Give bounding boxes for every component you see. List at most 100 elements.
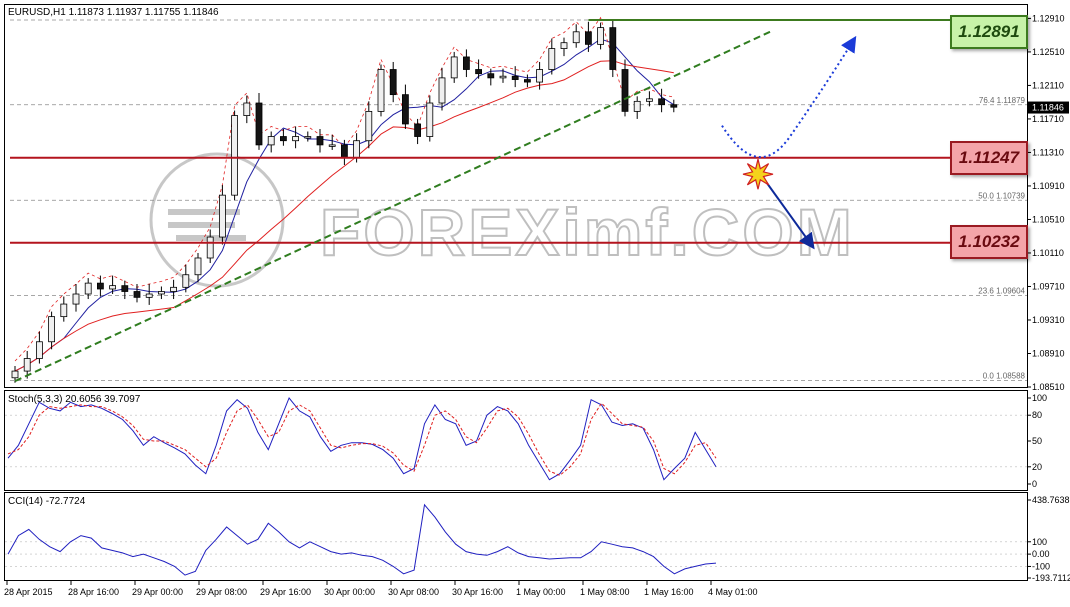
candle-body [353,140,361,158]
projection-arrows [721,35,857,250]
price-tick-label: 1.10510 [1032,214,1065,224]
price-tick-label: 1.09710 [1032,281,1065,291]
candle-body [182,274,190,288]
candle-body [365,110,373,142]
stoch-panel [4,390,1028,491]
candle-body [279,136,287,142]
price-tick-label: 1.08910 [1032,348,1065,358]
time-tick-label: 4 May 01:00 [708,587,758,597]
fib-label: 23.6 1.09604 [978,286,1025,295]
candle-body [475,69,483,75]
stoch-tick-label: 100 [1032,393,1047,403]
candle-body [304,136,312,139]
time-axis: 28 Apr 2015 28 Apr 16:00 29 Apr 00:00 29 Ap… [4,581,758,597]
candle-body [609,27,617,70]
candle-body [48,316,55,343]
price-tick-label: 1.08510 [1032,382,1065,392]
price-tick-label: 1.12110 [1032,80,1064,90]
time-tick-label: 1 May 08:00 [580,587,630,597]
level-box-1: 1.12891 [950,15,1028,49]
candle-body [60,303,68,318]
trendlines [14,30,771,383]
candle-body [633,100,641,112]
candle-body [328,144,336,147]
candle-body [462,56,470,70]
candle-body [97,282,104,290]
candle-body [670,104,678,108]
candle-body [450,56,458,79]
candle-body [401,94,409,125]
candle-body [524,79,531,83]
price-tick-label: 1.11710 [1032,114,1064,124]
fib-label: 0.0 1.08588 [983,371,1026,380]
candle-body [487,73,495,79]
level-box-2: 1.11247 [950,141,1028,175]
current-price-box [1028,101,1069,114]
price-axis: 1.12910 1.12510 1.12110 1.11710 1.11310 1.109… [1027,13,1069,392]
stoch-title: Stoch(5,3,3) 20.6056 39.7097 [8,394,141,405]
fib-label: 76.4 1.11879 [979,96,1026,105]
time-tick-label: 28 Apr 16:00 [68,587,119,597]
price-tick-label: 1.10910 [1032,181,1065,191]
cci-tick-label: 438.7638 [1032,495,1070,505]
candle-body [585,31,592,45]
stoch-tick-label: 80 [1032,410,1042,420]
candle-body [218,194,226,238]
cci-tick-label: 0.00 [1032,549,1050,559]
stoch-main-line [7,397,717,481]
cci-panel [4,492,1028,581]
stoch-signal-line [7,402,717,476]
price-tick-label: 1.12910 [1032,13,1065,23]
candle-body [267,136,275,146]
price-tick-label: 1.12510 [1032,47,1065,57]
breakout-burst [742,159,774,190]
candle-body [231,115,239,196]
candle-body [36,341,43,359]
candle-body [145,293,153,298]
stoch-tick-label: 0 [1032,479,1037,489]
trendline [14,30,771,383]
price-panel [4,4,1028,388]
stoch-tick-label: 50 [1032,436,1042,446]
candle-body [206,236,214,259]
candle-body [621,69,629,112]
candle-body [255,102,263,146]
cci-line [7,503,717,576]
stoch-tick-label: 20 [1032,462,1042,472]
candle-body [572,31,580,44]
candle-body [560,42,568,49]
level-box-3: 1.10232 [950,225,1028,259]
time-tick-label: 28 Apr 2015 [4,587,53,597]
candle-body [157,291,165,295]
candle-body [23,358,31,372]
cci-tick-label: -193.7112 [1032,573,1070,583]
candle-body [11,370,19,379]
support-resistance-lines [10,18,950,244]
cci-lines: 438.7638 100 0.00 -100 -193.7112 [5,495,1070,583]
watermark-text: FOREXimf.COM [320,195,855,269]
projection-down-arrow [765,181,815,250]
price-tick-label: 1.10110 [1032,248,1064,258]
time-tick-label: 30 Apr 16:00 [452,587,503,597]
time-tick-label: 1 May 00:00 [516,587,566,597]
candle-body [548,48,556,70]
candle-body [414,123,422,137]
ma-slow-line [14,60,674,372]
time-tick-label: 1 May 16:00 [644,587,694,597]
cci-tick-label: 100 [1032,537,1047,547]
channel-upper-line [14,16,674,362]
candle-body [72,293,80,305]
candle-body [170,286,178,292]
candle-body [316,136,324,146]
candle-body [438,77,446,104]
fib-label: 50.0 1.10739 [978,191,1025,200]
candle-body [597,27,604,45]
candle-body [133,291,141,298]
candle-body [84,282,92,295]
time-tick-label: 29 Apr 16:00 [260,587,311,597]
time-tick-label: 29 Apr 08:00 [196,587,247,597]
current-price-label: 1.11846 [1032,103,1064,113]
candle-body [121,285,129,292]
candle-body [340,144,348,158]
